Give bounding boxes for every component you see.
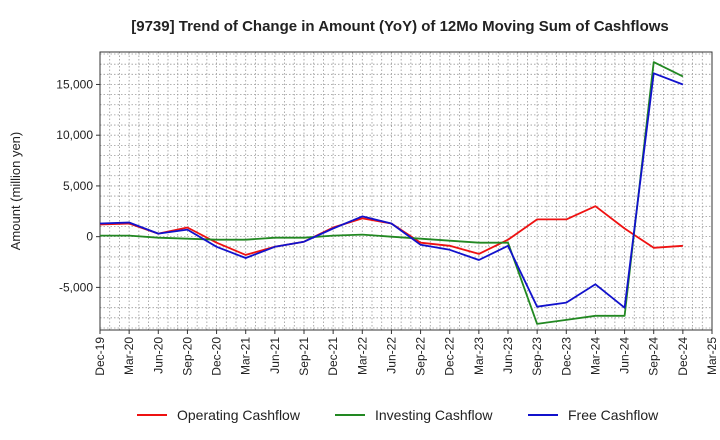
x-tick-label: Jun-22: [384, 337, 398, 374]
x-tick-label: Sep-20: [180, 337, 194, 376]
x-tick-label: Sep-21: [297, 337, 311, 376]
y-axis-label: Amount (million yen): [8, 132, 23, 251]
legend-label: Operating Cashflow: [177, 407, 301, 423]
x-tick-label: Jun-20: [151, 337, 165, 374]
x-tick-label: Dec-23: [559, 337, 573, 376]
legend-label: Investing Cashflow: [375, 407, 493, 423]
x-tick-label: Jun-23: [501, 337, 515, 374]
y-tick-label: 5,000: [63, 179, 93, 193]
x-tick-label: Mar-22: [355, 337, 369, 375]
series-line-investing-cashflow: [100, 61, 684, 325]
x-tick-label: Sep-22: [414, 337, 428, 376]
series-line-free-cashflow: [99, 72, 684, 309]
x-tick-label: Dec-19: [93, 337, 107, 376]
y-tick-label: 10,000: [56, 128, 93, 142]
x-tick-label: Sep-24: [647, 337, 661, 376]
x-tick-label: Jun-24: [618, 337, 632, 374]
x-tick-label: Sep-23: [530, 337, 544, 376]
x-tick-label: Mar-20: [122, 337, 136, 375]
legend: Operating Cashflow Investing Cashflow Free…: [137, 407, 659, 423]
x-tick-label: Dec-21: [326, 337, 340, 376]
x-tick-label: Dec-22: [443, 337, 457, 376]
x-tick-label: Mar-23: [472, 337, 486, 375]
x-tick-label: Mar-24: [588, 337, 602, 375]
x-tick-label: Dec-24: [676, 337, 690, 376]
x-tick-label: Mar-25: [705, 337, 719, 375]
x-tick-label: Jun-21: [268, 337, 282, 374]
plot-frame: [99, 51, 713, 331]
chart-title: [9739] Trend of Change in Amount (YoY) o…: [131, 18, 669, 35]
y-tick-label: -5,000: [59, 280, 93, 294]
y-tick-label: 0: [86, 230, 93, 244]
plot-area: -5,000 0 5,000 10,000 15,000 Dec-19 Mar-20 Jun-…: [56, 51, 719, 376]
legend-label: Free Cashflow: [568, 407, 659, 423]
x-tick-label: Dec-20: [210, 337, 224, 376]
y-tick-label: 15,000: [56, 77, 93, 91]
x-tick-label: Mar-21: [239, 337, 253, 375]
